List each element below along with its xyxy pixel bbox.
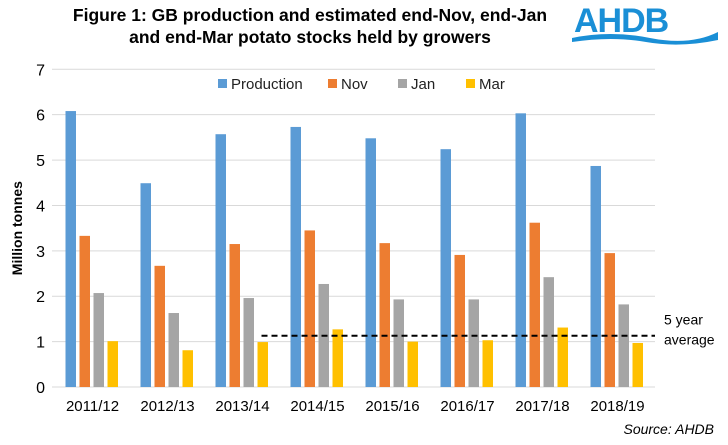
bar-jan: [468, 299, 479, 387]
legend-swatch: [328, 79, 337, 88]
bar-mar: [557, 327, 568, 387]
bar-nov: [79, 235, 90, 387]
bar-production: [215, 134, 226, 387]
x-tick-label: 2014/15: [290, 398, 344, 415]
bar-jan: [543, 277, 554, 387]
x-tick-label: 2018/19: [590, 398, 644, 415]
y-tick-label: 5: [36, 153, 45, 170]
legend-label: Mar: [479, 76, 505, 93]
y-tick-label: 3: [36, 244, 45, 261]
y-tick-label: 2: [36, 289, 45, 306]
legend-label: Jan: [411, 76, 435, 93]
x-tick-label: 2013/14: [215, 398, 269, 415]
bar-jan: [618, 304, 629, 387]
legend-swatch: [398, 79, 407, 88]
title-line-2: and end-Mar potato stocks held by grower…: [129, 27, 491, 47]
chart-title: Figure 1: GB production and estimated en…: [40, 4, 580, 48]
svg-text:AHDB: AHDB: [574, 2, 669, 40]
bar-mar: [257, 342, 268, 387]
y-axis-label: Million tonnes: [9, 181, 25, 275]
bar-production: [515, 113, 526, 387]
bar-mar: [632, 342, 643, 387]
legend-swatch: [218, 79, 227, 88]
x-tick-label: 2016/17: [440, 398, 494, 415]
bar-nov: [154, 265, 165, 387]
y-tick-label: 1: [36, 335, 45, 352]
bar-mar: [482, 340, 493, 387]
legend-label: Nov: [341, 76, 368, 93]
x-tick-label: 2017/18: [515, 398, 569, 415]
bar-mar: [182, 350, 193, 387]
bar-jan: [393, 299, 404, 387]
bar-nov: [229, 244, 240, 387]
bar-nov: [529, 222, 540, 387]
source-note: Source: AHDB: [623, 421, 714, 437]
reference-label: average: [664, 332, 715, 348]
bar-nov: [304, 230, 315, 387]
bar-nov: [379, 243, 390, 387]
reference-label: 5 year: [664, 312, 703, 328]
legend-swatch: [466, 79, 475, 88]
x-tick-label: 2015/16: [365, 398, 419, 415]
bar-production: [65, 111, 76, 387]
bar-mar: [107, 341, 118, 387]
legend-label: Production: [231, 76, 303, 93]
y-tick-label: 4: [36, 198, 45, 215]
bar-production: [590, 165, 601, 387]
bar-jan: [243, 298, 254, 387]
bar-production: [290, 126, 301, 388]
bar-jan: [93, 293, 104, 387]
bar-nov: [454, 254, 465, 387]
bar-production: [140, 183, 151, 387]
ahdb-logo: AHDB: [572, 2, 718, 45]
y-tick-label: 6: [36, 108, 45, 125]
bar-nov: [604, 253, 615, 387]
x-tick-label: 2011/12: [66, 398, 119, 415]
title-line-1: Figure 1: GB production and estimated en…: [72, 5, 548, 25]
bar-jan: [168, 313, 179, 387]
x-tick-label: 2012/13: [140, 398, 194, 415]
bar-mar: [407, 341, 418, 387]
y-tick-label: 7: [36, 62, 45, 79]
bar-production: [365, 138, 376, 387]
bar-production: [440, 149, 451, 387]
y-tick-label: 0: [36, 380, 45, 397]
bar-mar: [332, 329, 343, 387]
